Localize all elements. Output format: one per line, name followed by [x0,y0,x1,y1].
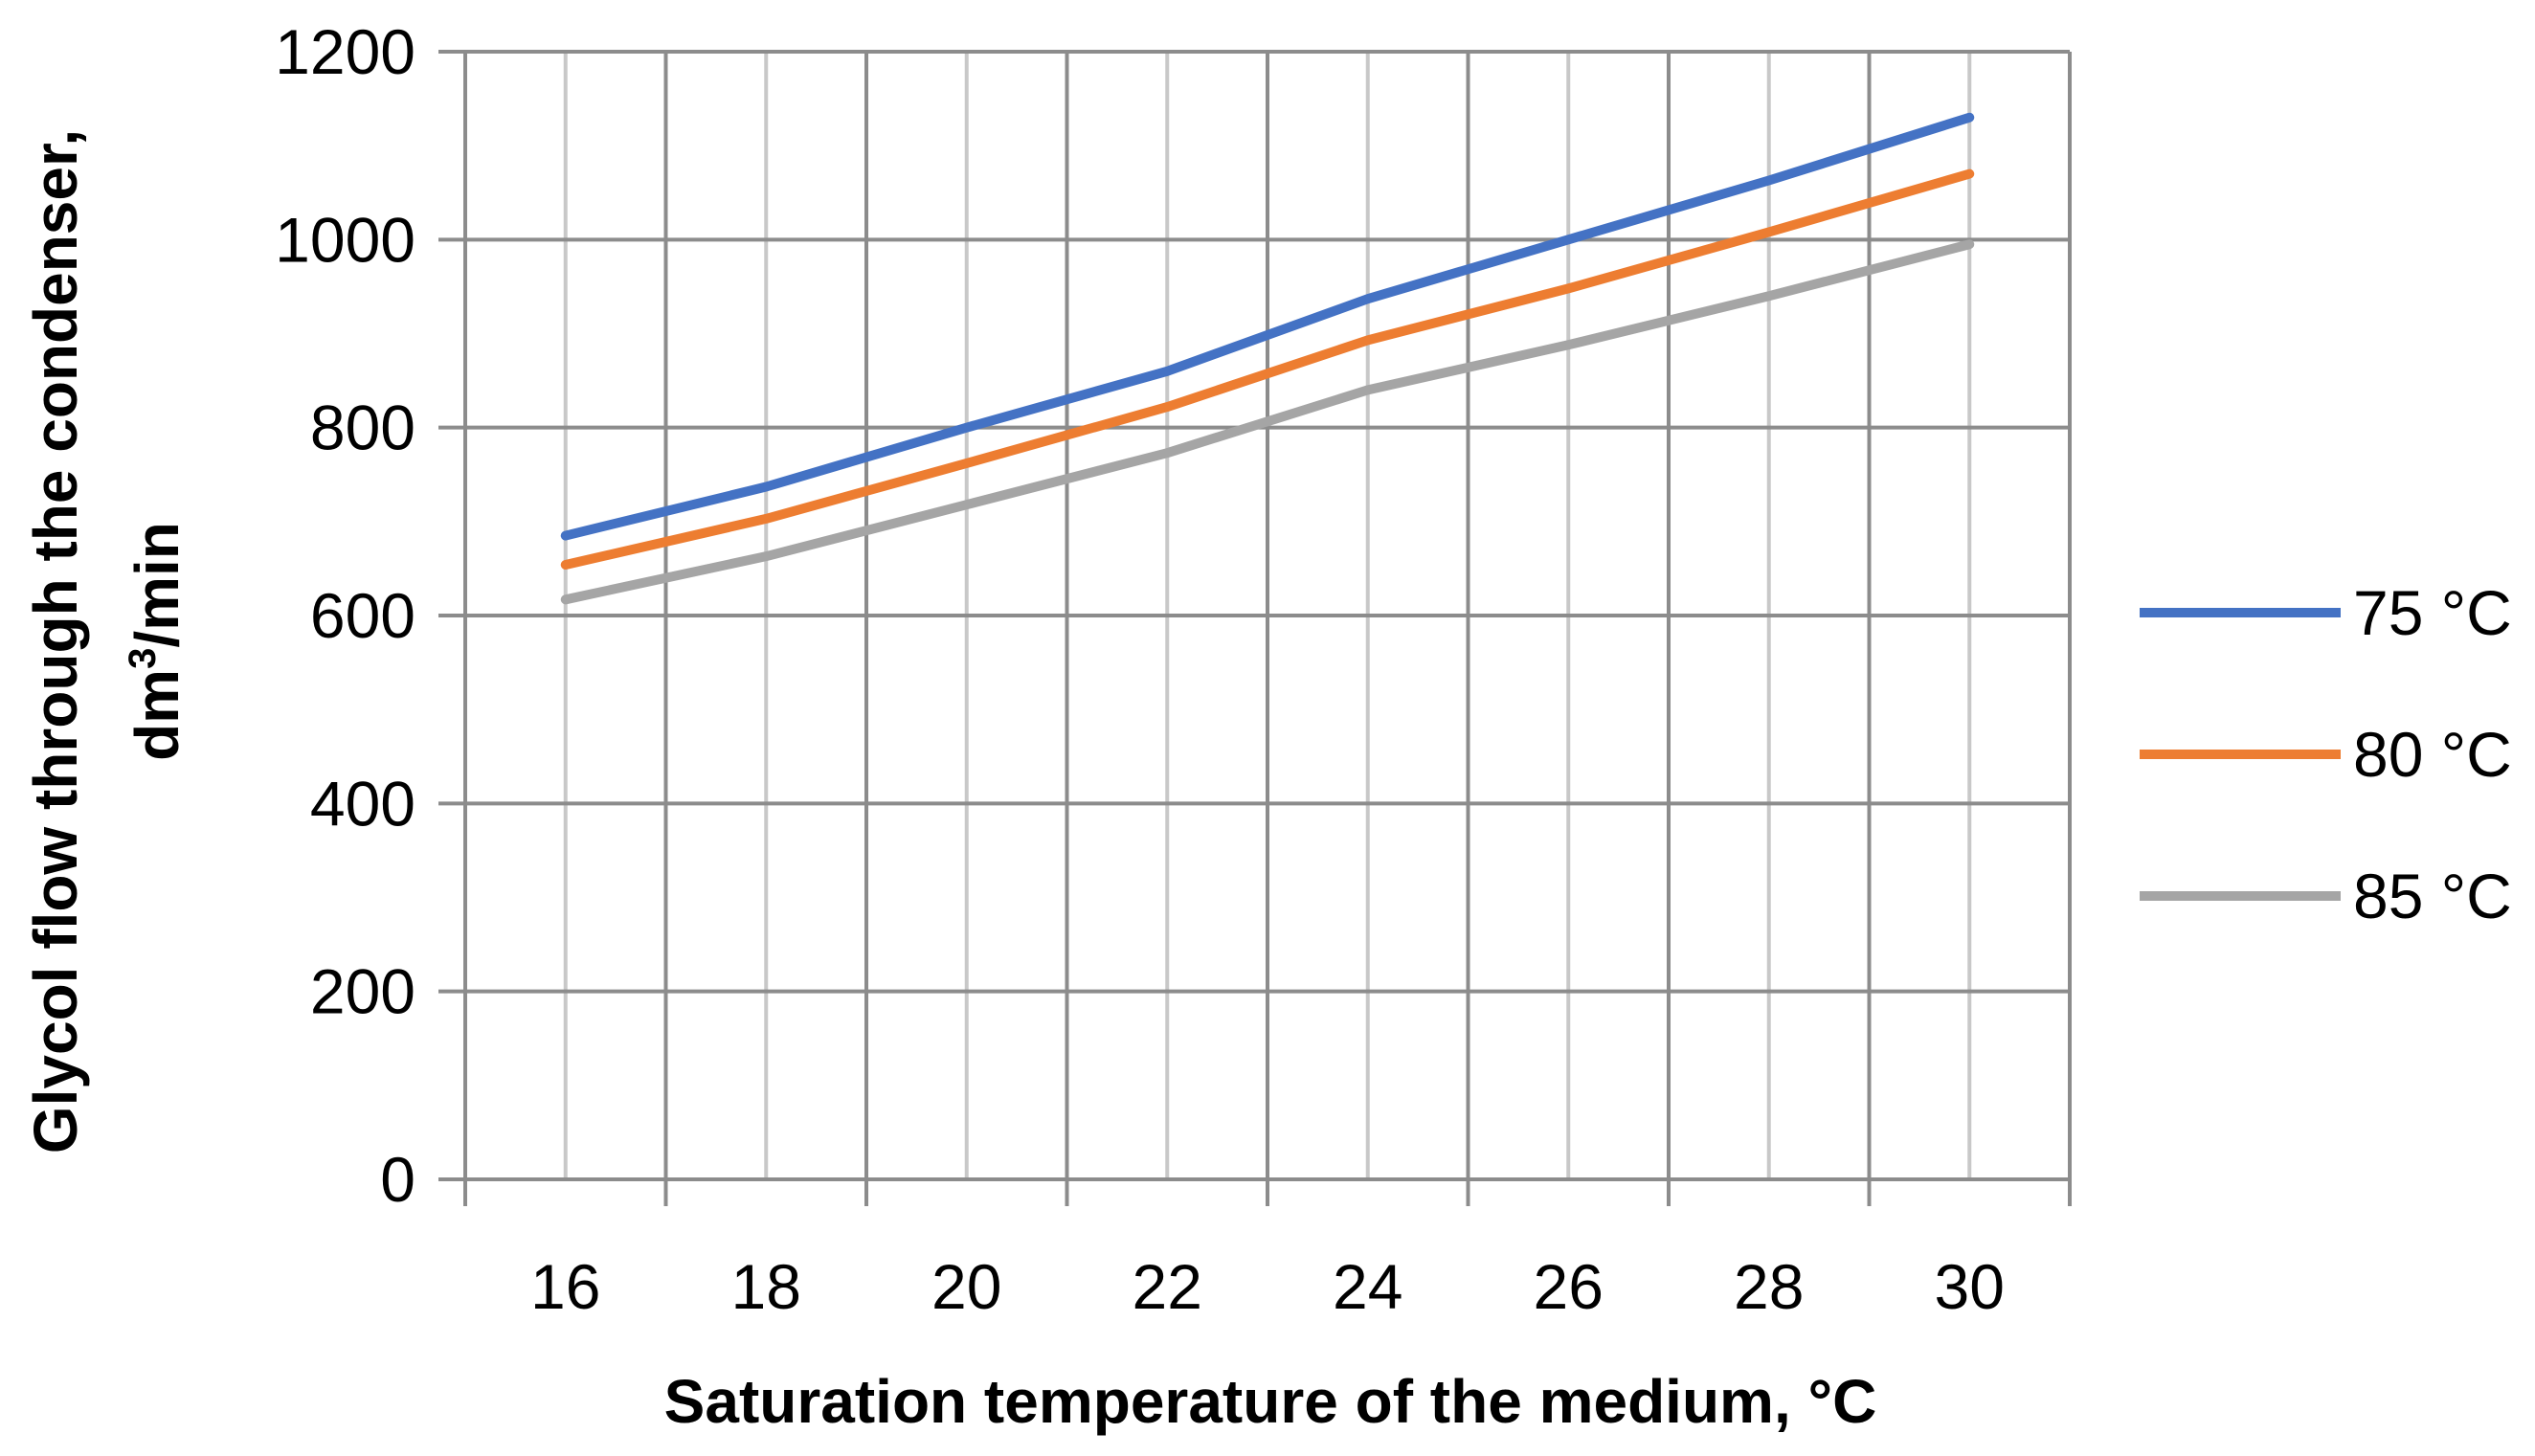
y-axis-unit-main: dm [123,669,191,761]
y-tick-label: 600 [310,580,415,651]
legend: 75 °C 80 °C 85 °C [2140,577,2512,931]
series-line-2 [560,168,1975,570]
x-tick-label: 28 [1734,1251,1804,1322]
y-axis-title-unit: dm3/min [122,522,191,761]
x-tick-label: 24 [1333,1251,1402,1322]
x-tick-label: 22 [1133,1251,1202,1322]
y-tick-label: 1000 [275,204,415,275]
legend-label-3: 85 °C [2353,861,2512,931]
y-tick-label: 800 [310,392,415,463]
legend-label-1: 75 °C [2353,577,2512,648]
y-axis-title-line1: Glycol flow through the condenser, [21,129,90,1154]
x-axis-title: Saturation temperature of the medium, °C [664,1367,1877,1436]
legend-label-2: 80 °C [2353,719,2512,790]
x-tick-label: 30 [1935,1251,2005,1322]
series-line-1 [560,112,1975,541]
y-tick-label: 200 [310,956,415,1027]
x-tick-label: 18 [731,1251,801,1322]
tick-labels: 0 200 400 600 800 1000 1200 16 18 20 22 24 26 28 30 [275,16,2005,1322]
series-lines [560,112,1975,605]
grid [438,50,2072,1206]
x-tick-label: 26 [1534,1251,1604,1322]
y-axis-unit-tail: /min [123,522,191,648]
y-axis-unit-superscript: 3 [122,648,164,669]
y-tick-label: 0 [380,1144,415,1215]
x-tick-label: 16 [530,1251,600,1322]
series-line-3 [560,239,1975,605]
x-tick-label: 20 [931,1251,1001,1322]
axes [463,52,2070,1181]
y-axis-title: Glycol flow through the condenser, [21,129,90,1154]
y-tick-label: 400 [310,768,415,839]
y-tick-label: 1200 [275,16,415,87]
